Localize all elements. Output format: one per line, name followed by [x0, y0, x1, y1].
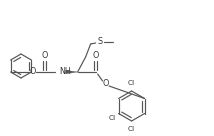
Text: NH: NH: [60, 67, 71, 76]
Text: Cl: Cl: [128, 80, 135, 86]
Text: Cl: Cl: [128, 126, 135, 132]
Text: O: O: [103, 80, 109, 89]
Text: O: O: [29, 67, 36, 76]
Text: O: O: [42, 52, 48, 61]
Text: Cl: Cl: [108, 115, 115, 120]
Polygon shape: [66, 70, 78, 74]
Text: S: S: [97, 38, 102, 47]
Text: O: O: [92, 52, 99, 61]
